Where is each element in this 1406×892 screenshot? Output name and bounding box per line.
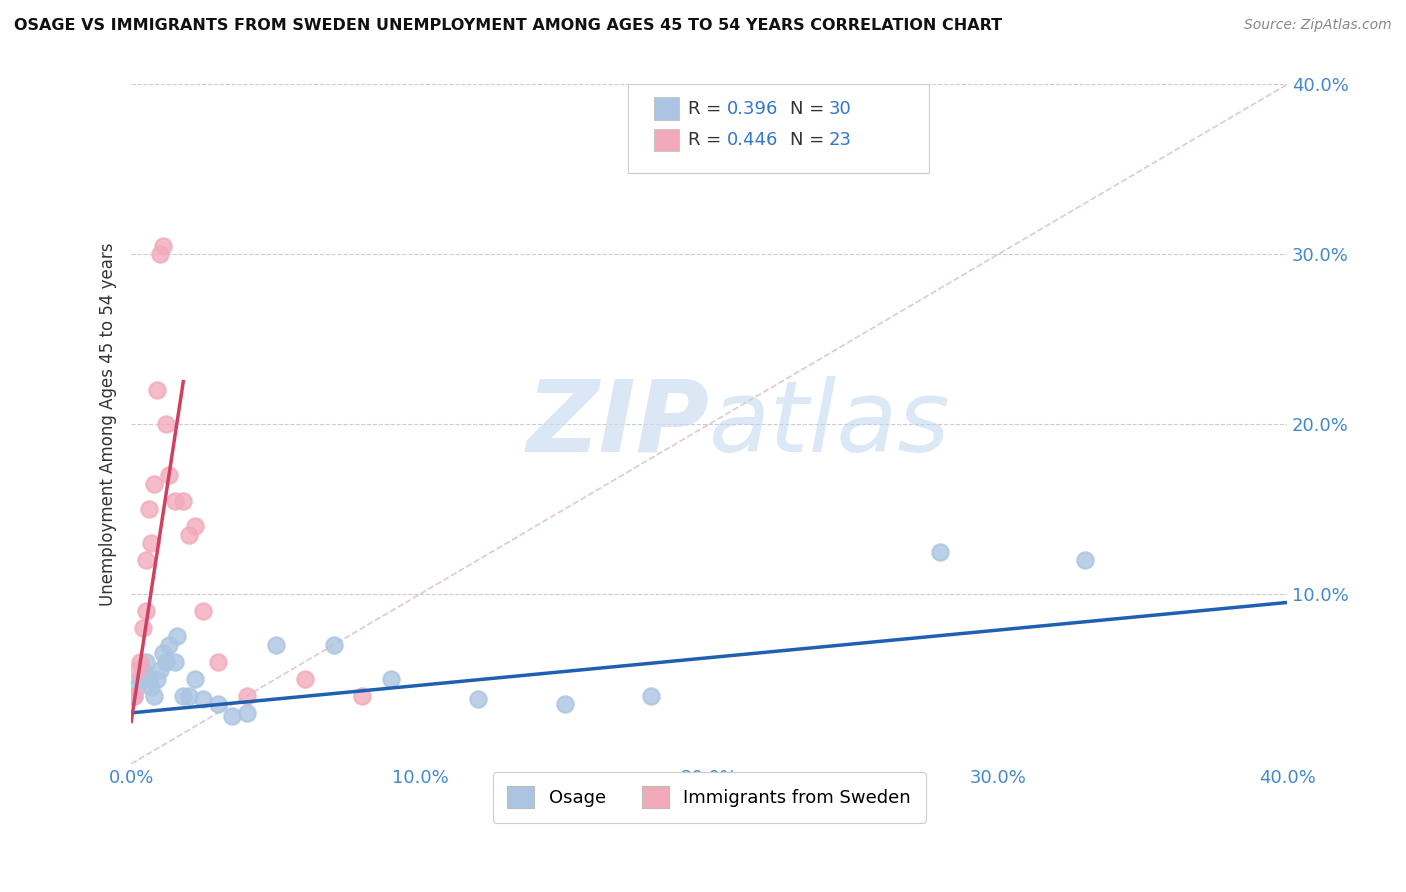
Point — [141, 536, 163, 550]
Point — [129, 672, 152, 686]
Point — [177, 689, 200, 703]
Point — [152, 239, 174, 253]
Point — [143, 476, 166, 491]
Point — [122, 689, 145, 703]
Point — [132, 621, 155, 635]
Point — [125, 681, 148, 695]
Text: 0.446: 0.446 — [727, 131, 778, 149]
Point — [236, 706, 259, 720]
Point — [155, 655, 177, 669]
Point — [132, 664, 155, 678]
Point — [166, 629, 188, 643]
Point — [1074, 553, 1097, 567]
Point — [155, 417, 177, 431]
Point — [149, 664, 172, 678]
Text: OSAGE VS IMMIGRANTS FROM SWEDEN UNEMPLOYMENT AMONG AGES 45 TO 54 YEARS CORRELATI: OSAGE VS IMMIGRANTS FROM SWEDEN UNEMPLOY… — [14, 18, 1002, 33]
Point — [143, 689, 166, 703]
Point — [322, 638, 344, 652]
Point — [193, 692, 215, 706]
Point — [152, 647, 174, 661]
Point — [163, 655, 186, 669]
Point — [236, 689, 259, 703]
Point — [352, 689, 374, 703]
Point — [467, 692, 489, 706]
Text: N =: N = — [790, 100, 830, 118]
Text: ZIP: ZIP — [526, 376, 709, 473]
Point — [193, 604, 215, 618]
Y-axis label: Unemployment Among Ages 45 to 54 years: Unemployment Among Ages 45 to 54 years — [100, 243, 117, 606]
FancyBboxPatch shape — [654, 128, 679, 151]
Point — [264, 638, 287, 652]
Point — [138, 672, 160, 686]
Text: R =: R = — [689, 100, 727, 118]
Text: R =: R = — [689, 131, 727, 149]
Point — [294, 672, 316, 686]
Point — [929, 544, 952, 558]
Point — [122, 689, 145, 703]
Point — [184, 519, 207, 533]
Point — [380, 672, 402, 686]
Point — [135, 553, 157, 567]
Text: N =: N = — [790, 131, 830, 149]
Point — [125, 664, 148, 678]
Point — [184, 672, 207, 686]
Point — [135, 604, 157, 618]
FancyBboxPatch shape — [654, 97, 679, 120]
Text: Source: ZipAtlas.com: Source: ZipAtlas.com — [1244, 18, 1392, 32]
Point — [135, 655, 157, 669]
Point — [129, 655, 152, 669]
Point — [146, 672, 169, 686]
Point — [163, 493, 186, 508]
Point — [157, 468, 180, 483]
Point — [141, 681, 163, 695]
Point — [207, 698, 229, 712]
Point — [177, 527, 200, 541]
Text: 30: 30 — [828, 100, 851, 118]
FancyBboxPatch shape — [628, 85, 929, 173]
Text: 23: 23 — [828, 131, 851, 149]
Point — [157, 638, 180, 652]
Point — [138, 502, 160, 516]
Text: 0.396: 0.396 — [727, 100, 778, 118]
Point — [172, 689, 194, 703]
Point — [172, 493, 194, 508]
Point — [640, 689, 662, 703]
Point — [207, 655, 229, 669]
Point — [221, 709, 243, 723]
Point — [149, 247, 172, 261]
Legend: Osage, Immigrants from Sweden: Osage, Immigrants from Sweden — [492, 772, 925, 822]
Text: atlas: atlas — [709, 376, 950, 473]
Point — [554, 698, 576, 712]
Point — [146, 383, 169, 397]
